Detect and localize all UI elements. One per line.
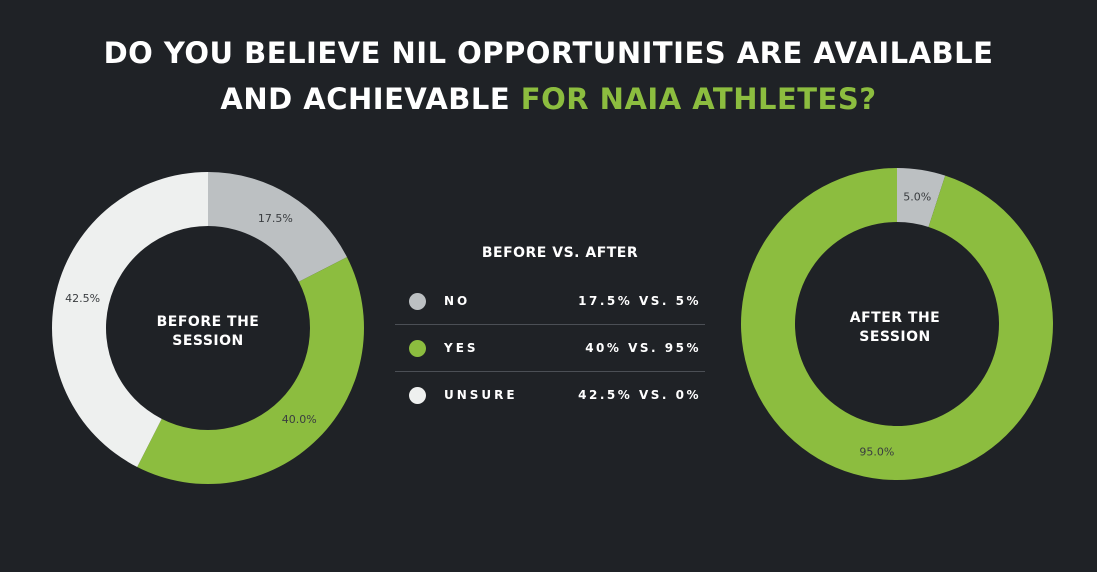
before-data-label-unsure: 42.5% bbox=[65, 292, 100, 305]
legend-dot-yes bbox=[409, 339, 426, 357]
after-data-label-yes: 95.0% bbox=[859, 445, 894, 458]
legend-value-no: 17.5% VS. 5% bbox=[578, 294, 701, 308]
title-line-2-accent: FOR NAIA ATHLETES? bbox=[520, 82, 877, 116]
title-line-2: AND ACHIEVABLE FOR NAIA ATHLETES? bbox=[0, 76, 1097, 122]
donut-after-session: 5.0% 95.0% bbox=[741, 168, 1054, 481]
before-slice-yes bbox=[137, 257, 364, 484]
legend-row-yes: YES 40% VS. 95% bbox=[395, 325, 705, 372]
before-center-line-2: SESSION bbox=[172, 333, 244, 349]
after-center-line-2: SESSION bbox=[859, 329, 931, 345]
before-data-label-yes: 40.0% bbox=[282, 413, 317, 426]
before-slice-unsure bbox=[51, 172, 208, 467]
legend-dot-unsure bbox=[409, 386, 426, 404]
after-slice-no bbox=[897, 168, 946, 227]
before-center-line-1: BEFORE THE bbox=[156, 314, 260, 330]
legend-row-no: NO 17.5% VS. 5% bbox=[395, 278, 705, 325]
legend-label-unsure: UNSURE bbox=[444, 388, 518, 402]
after-center-label: AFTER THE SESSION bbox=[815, 309, 975, 347]
legend-row-unsure: UNSURE 42.5% VS. 0% bbox=[395, 372, 705, 418]
legend-value-yes: 40% VS. 95% bbox=[585, 341, 701, 355]
legend: BEFORE VS. AFTER NO 17.5% VS. 5% YES 40%… bbox=[395, 245, 715, 418]
legend-dot-no bbox=[409, 292, 426, 310]
chart-title: DO YOU BELIEVE NIL OPPORTUNITIES ARE AVA… bbox=[0, 30, 1097, 122]
before-slice-no bbox=[208, 172, 347, 282]
title-line-1: DO YOU BELIEVE NIL OPPORTUNITIES ARE AVA… bbox=[103, 36, 994, 70]
legend-label-no: NO bbox=[444, 294, 471, 308]
title-line-2-plain: AND ACHIEVABLE bbox=[220, 82, 521, 116]
legend-title: BEFORE VS. AFTER bbox=[481, 245, 639, 261]
after-slice-yes bbox=[741, 168, 1054, 481]
donut-before-session: 17.5% 40.0% 42.5% bbox=[51, 172, 364, 484]
after-data-label-no: 5.0% bbox=[903, 191, 931, 204]
before-data-label-no: 17.5% bbox=[258, 212, 293, 225]
after-center-line-1: AFTER THE bbox=[849, 310, 941, 326]
legend-label-yes: YES bbox=[444, 341, 479, 355]
legend-value-unsure: 42.5% VS. 0% bbox=[578, 388, 701, 402]
before-center-label: BEFORE THE SESSION bbox=[128, 313, 288, 351]
